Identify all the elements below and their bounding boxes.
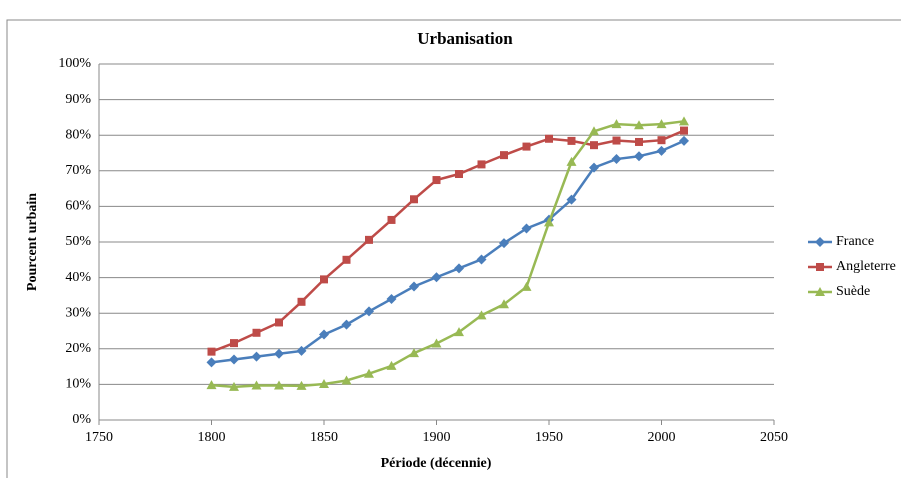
data-point	[477, 160, 486, 169]
data-point	[567, 136, 576, 145]
data-point	[320, 275, 328, 284]
data-point	[364, 306, 374, 317]
data-point	[521, 223, 532, 234]
data-point	[207, 347, 216, 356]
x-tick-label: 2000	[648, 430, 676, 445]
x-tick-label: 1850	[310, 430, 338, 445]
series-line	[211, 120, 685, 389]
legend-label: Suède	[836, 284, 870, 299]
data-point	[364, 368, 374, 378]
data-point	[522, 142, 531, 151]
data-point	[206, 357, 217, 368]
x-tick-label: 1950	[535, 430, 563, 445]
data-point	[229, 354, 239, 365]
data-point	[251, 380, 262, 390]
data-point	[431, 338, 442, 348]
series-line	[211, 129, 685, 353]
data-point	[274, 348, 284, 359]
x-tick-label: 2050	[760, 430, 788, 445]
y-tick-label: 40%	[65, 270, 91, 285]
data-point	[297, 297, 306, 306]
data-point	[409, 281, 419, 292]
y-tick-label: 30%	[65, 305, 91, 320]
data-point	[455, 170, 463, 179]
data-point	[341, 319, 352, 330]
data-point	[206, 380, 217, 390]
data-point	[566, 194, 577, 205]
data-point	[296, 345, 307, 356]
legend-label: France	[836, 234, 874, 249]
data-point	[589, 162, 599, 173]
data-point	[386, 293, 397, 304]
data-point	[230, 339, 238, 348]
data-point	[296, 380, 307, 390]
y-tick-label: 90%	[65, 92, 91, 107]
data-point	[454, 327, 464, 337]
data-point	[409, 348, 419, 358]
data-point	[634, 151, 644, 162]
data-point	[274, 380, 284, 390]
data-point	[680, 126, 688, 135]
x-axis-label: Période (décennie)	[381, 456, 492, 471]
data-point	[365, 235, 373, 244]
data-point	[499, 238, 509, 249]
data-point	[387, 215, 396, 224]
data-point	[454, 263, 464, 274]
y-tick-label: 70%	[65, 163, 91, 178]
data-point	[341, 375, 352, 385]
data-point	[544, 217, 554, 227]
data-point	[634, 120, 644, 130]
y-tick-label: 100%	[58, 56, 91, 71]
y-tick-label: 80%	[65, 127, 91, 142]
x-tick-label: 1750	[85, 430, 113, 445]
data-point	[410, 195, 418, 204]
data-point	[589, 126, 599, 136]
data-point	[499, 299, 509, 309]
data-point	[251, 351, 262, 362]
data-point	[656, 145, 667, 156]
data-point	[342, 255, 351, 264]
data-point	[500, 151, 508, 160]
data-point	[476, 310, 487, 320]
data-point	[229, 381, 239, 391]
data-point	[566, 156, 577, 166]
data-point	[521, 281, 532, 291]
y-tick-label: 0%	[72, 412, 91, 427]
legend-marker	[815, 237, 825, 247]
y-tick-label: 10%	[65, 377, 91, 392]
chart-title: Urbanisation	[417, 29, 513, 48]
x-tick-label: 1900	[423, 430, 451, 445]
data-point	[545, 134, 553, 143]
legend-marker	[815, 287, 825, 296]
legend-label: Angleterre	[836, 259, 896, 274]
data-point	[432, 176, 441, 185]
data-point	[611, 154, 622, 165]
data-point	[635, 137, 643, 146]
legend-marker	[816, 263, 824, 271]
data-point	[656, 119, 667, 129]
y-tick-label: 50%	[65, 234, 91, 249]
chart-frame	[6, 19, 901, 478]
data-point	[386, 360, 397, 370]
data-point	[611, 119, 622, 129]
series-line	[211, 139, 685, 364]
data-point	[476, 254, 487, 265]
x-tick-label: 1800	[198, 430, 226, 445]
data-point	[319, 379, 329, 389]
y-tick-label: 60%	[65, 199, 91, 214]
data-point	[590, 141, 598, 150]
y-tick-label: 20%	[65, 341, 91, 356]
data-point	[252, 328, 261, 337]
data-point	[275, 318, 283, 327]
data-point	[319, 329, 329, 340]
data-point	[612, 136, 621, 145]
data-point	[657, 136, 666, 145]
data-point	[679, 135, 689, 146]
y-axis-label: Pourcent urbain	[25, 193, 40, 291]
data-point	[431, 272, 442, 283]
data-point	[679, 116, 689, 126]
